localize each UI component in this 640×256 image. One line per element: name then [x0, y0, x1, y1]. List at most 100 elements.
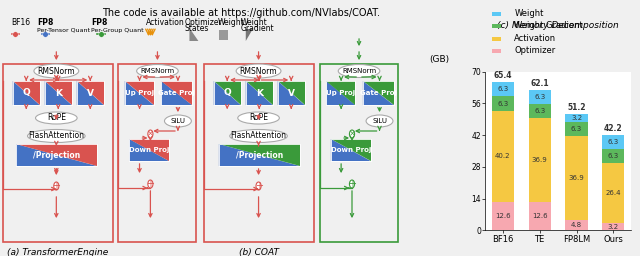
Text: Per-Tensor Quant: Per-Tensor Quant: [37, 28, 90, 33]
Text: Weight: Weight: [515, 9, 543, 18]
Polygon shape: [331, 139, 371, 161]
Text: 6.3: 6.3: [497, 101, 508, 106]
Ellipse shape: [366, 115, 393, 127]
Text: ×: ×: [147, 130, 154, 138]
Text: 42.2: 42.2: [604, 124, 623, 133]
Bar: [219, 30, 228, 40]
Bar: [492, 12, 500, 16]
Text: Q: Q: [223, 89, 231, 98]
Polygon shape: [16, 144, 97, 166]
Bar: [118, 64, 196, 242]
Polygon shape: [125, 81, 154, 105]
Bar: [529, 90, 550, 104]
Polygon shape: [219, 144, 300, 166]
Polygon shape: [45, 81, 72, 105]
Bar: [278, 81, 305, 105]
Polygon shape: [363, 81, 394, 105]
Polygon shape: [219, 144, 300, 166]
Text: +: +: [147, 179, 154, 189]
Polygon shape: [363, 81, 394, 105]
Text: (b) COAT: (b) COAT: [239, 248, 278, 256]
Ellipse shape: [339, 65, 380, 78]
Ellipse shape: [148, 180, 153, 188]
Text: RMSNorm: RMSNorm: [240, 67, 277, 76]
Bar: [125, 81, 154, 105]
Bar: [492, 202, 514, 230]
Text: 12.6: 12.6: [532, 213, 547, 219]
Text: RoPE: RoPE: [47, 113, 66, 123]
Ellipse shape: [349, 180, 355, 188]
Text: 26.4: 26.4: [605, 190, 621, 196]
Bar: [602, 149, 625, 163]
Text: Optimizer: Optimizer: [515, 46, 556, 55]
Text: 6.3: 6.3: [571, 126, 582, 132]
Bar: [129, 139, 169, 161]
Bar: [602, 223, 625, 230]
Polygon shape: [161, 81, 192, 105]
Text: +: +: [348, 179, 356, 189]
Text: V: V: [288, 89, 294, 98]
Text: 12.6: 12.6: [495, 213, 511, 219]
Text: 6.3: 6.3: [608, 139, 619, 145]
Title: (c) Memory Decomposition: (c) Memory Decomposition: [497, 21, 619, 30]
Polygon shape: [129, 139, 169, 161]
Text: K: K: [256, 89, 262, 98]
Text: Activation: Activation: [515, 34, 556, 43]
Polygon shape: [246, 81, 273, 105]
Text: (a) TransformerEngine: (a) TransformerEngine: [7, 248, 108, 256]
Text: SiLU: SiLU: [170, 118, 186, 124]
Text: Gradient: Gradient: [241, 24, 275, 33]
Text: 51.2: 51.2: [567, 103, 586, 112]
Polygon shape: [326, 81, 355, 105]
Text: RMSNorm: RMSNorm: [38, 67, 75, 76]
Text: 6.3: 6.3: [534, 94, 545, 100]
Bar: [219, 144, 300, 166]
Ellipse shape: [164, 115, 191, 127]
Text: FlashAttention: FlashAttention: [28, 132, 84, 141]
Bar: [77, 81, 104, 105]
Polygon shape: [45, 81, 72, 105]
Polygon shape: [214, 81, 241, 105]
Text: Down Proj: Down Proj: [129, 147, 170, 153]
Bar: [492, 49, 500, 53]
Text: V: V: [87, 89, 93, 98]
Text: 6.3: 6.3: [608, 153, 619, 159]
Text: Activation: Activation: [146, 18, 185, 27]
Polygon shape: [125, 81, 154, 105]
Polygon shape: [189, 28, 198, 41]
Text: Down Proj: Down Proj: [330, 147, 371, 153]
Text: +: +: [52, 181, 60, 191]
Bar: [331, 139, 371, 161]
Text: The code is available at https://github.com/NVlabs/COAT.: The code is available at https://github.…: [102, 8, 380, 18]
Bar: [492, 82, 514, 97]
Text: 62.1: 62.1: [531, 79, 549, 88]
Bar: [214, 81, 241, 105]
Text: 36.9: 36.9: [532, 157, 548, 163]
Ellipse shape: [28, 130, 85, 143]
Polygon shape: [214, 81, 241, 105]
Text: Weight Gradient: Weight Gradient: [515, 22, 583, 30]
Bar: [492, 24, 500, 28]
Ellipse shape: [236, 64, 281, 78]
Polygon shape: [326, 81, 355, 105]
Ellipse shape: [148, 130, 153, 138]
Polygon shape: [246, 29, 253, 41]
Text: 65.4: 65.4: [493, 71, 512, 80]
Text: /Projection: /Projection: [236, 151, 283, 159]
Bar: [602, 163, 625, 223]
Text: K: K: [55, 89, 61, 98]
Polygon shape: [16, 144, 97, 166]
Text: FP8: FP8: [91, 18, 108, 27]
Ellipse shape: [35, 112, 77, 124]
Bar: [326, 81, 355, 105]
Bar: [529, 104, 550, 118]
Text: BF16: BF16: [12, 18, 31, 27]
Text: /Projection: /Projection: [33, 151, 80, 159]
Text: Up Proj: Up Proj: [125, 90, 154, 96]
Ellipse shape: [54, 182, 59, 190]
Text: Per-Group Quant: Per-Group Quant: [91, 28, 143, 33]
Bar: [204, 64, 314, 242]
Text: Q: Q: [22, 89, 30, 98]
Text: RoPE: RoPE: [249, 113, 268, 123]
Bar: [246, 81, 273, 105]
